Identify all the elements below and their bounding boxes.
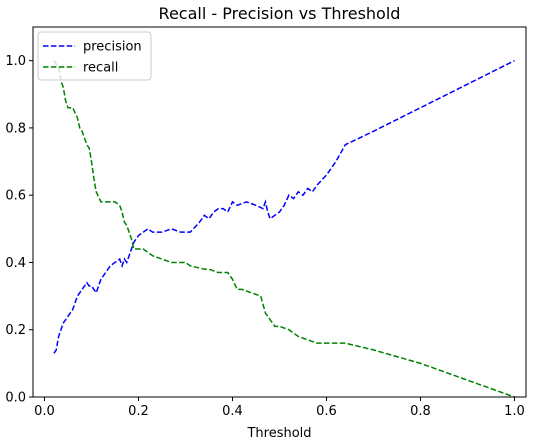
y-tick-label: 0.8 <box>5 121 26 136</box>
plot-area <box>32 26 527 398</box>
x-tick-label: 0.8 <box>410 404 431 419</box>
x-axis: 0.0 0.2 0.4 0.6 0.8 1.0 <box>34 397 525 419</box>
x-tick-label: 0.2 <box>128 404 149 419</box>
legend: precision recall <box>37 31 152 81</box>
x-tick-label: 1.0 <box>504 404 525 419</box>
chart-title: Recall - Precision vs Threshold <box>159 4 401 23</box>
x-tick-label: 0.6 <box>316 404 337 419</box>
legend-label-recall: recall <box>83 61 118 76</box>
y-tick-label: 1.0 <box>5 54 26 69</box>
y-tick-label: 0.2 <box>5 323 26 338</box>
x-axis-label: Threshold <box>246 426 311 441</box>
series-line-precision <box>53 59 515 354</box>
y-axis: 0.0 0.2 0.4 0.6 0.8 1.0 <box>5 54 33 406</box>
series-line-recall <box>53 60 515 398</box>
legend-box <box>37 31 152 81</box>
x-tick-label: 0.0 <box>34 404 55 419</box>
legend-label-precision: precision <box>83 40 142 55</box>
y-tick-label: 0.4 <box>5 256 26 271</box>
x-tick-label: 0.4 <box>222 404 243 419</box>
y-tick-label: 0.6 <box>5 189 26 204</box>
y-tick-label: 0.0 <box>5 391 26 406</box>
plot-frame <box>32 26 527 398</box>
